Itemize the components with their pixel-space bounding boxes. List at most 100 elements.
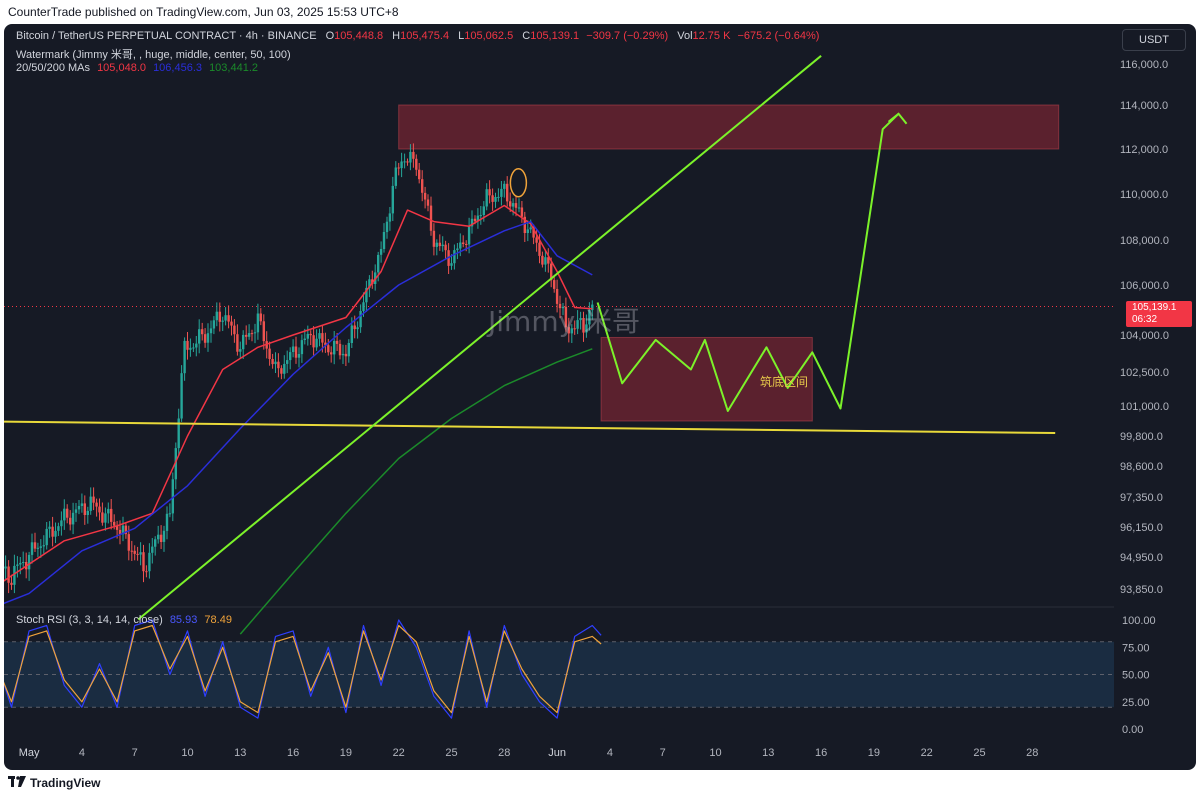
time-axis-label: 7 [660, 747, 666, 759]
candle-body [19, 562, 22, 565]
candle-body [198, 329, 201, 344]
candle-body [218, 311, 221, 322]
candle-body [101, 512, 104, 523]
time-axis-label: 28 [498, 747, 510, 759]
candle-body [368, 279, 371, 288]
close-label: C [522, 30, 531, 42]
time-axis-label: 25 [973, 747, 985, 759]
low-value: 105,062.5 [464, 30, 514, 42]
high-label: H [392, 30, 401, 42]
candle-body [344, 353, 348, 357]
candle-body [162, 530, 166, 542]
candle-body [365, 287, 368, 303]
candle-body [309, 333, 312, 336]
candle-body [136, 553, 139, 555]
candle-body [195, 343, 198, 348]
time-axis-label: 19 [340, 747, 352, 759]
candle-body [400, 161, 403, 169]
currency-button[interactable]: USDT [1122, 29, 1186, 51]
accumulation-zone [600, 336, 813, 422]
candle-body [80, 503, 84, 506]
time-axis-label: 10 [709, 747, 721, 759]
candle-body [511, 203, 515, 207]
candle-body [113, 521, 116, 526]
ma50-value: 106,456.3 [153, 62, 202, 74]
candle-body [450, 263, 453, 266]
candle-body [256, 313, 260, 333]
candle-body [467, 226, 471, 245]
candle-body [333, 340, 336, 355]
price-axis-label: 98,600.0 [1120, 461, 1163, 473]
candle-body [157, 534, 160, 540]
candle-body [394, 167, 397, 186]
candle-body [227, 315, 230, 322]
candle-body [500, 188, 503, 197]
candle-body [297, 354, 301, 358]
candle-body [520, 207, 524, 217]
candle-body [412, 151, 415, 159]
candle-body [418, 169, 421, 180]
candle-body [473, 218, 477, 222]
projection-arrowhead [887, 112, 908, 125]
candle-body [291, 346, 295, 352]
candle-body [503, 183, 506, 189]
candle-body [174, 448, 177, 480]
stoch-rsi-axis-label: 50.00 [1122, 670, 1150, 682]
candle-body [397, 167, 400, 169]
candle-body [33, 542, 37, 549]
time-axis-label: 22 [921, 747, 933, 759]
stoch-rsi-axis-label: 0.00 [1122, 724, 1143, 736]
candle-body [535, 237, 538, 243]
open-label: O [325, 30, 335, 42]
candle-body [36, 547, 40, 549]
projection-path [596, 113, 900, 412]
candle-body [206, 333, 210, 343]
chart-panel[interactable]: 116,000.0 114,000.0 112,000.0 110,000.0 108,… [4, 24, 1196, 770]
candle-body [253, 332, 257, 334]
candle-body [201, 329, 204, 335]
candle-body [303, 338, 306, 340]
candle-body [203, 334, 207, 343]
candle-body [529, 227, 532, 230]
candle-body [250, 333, 254, 335]
ma200-value: 103,441.2 [209, 62, 258, 74]
candle-body [359, 311, 362, 328]
candle-body [456, 248, 459, 251]
candle-body [280, 368, 283, 374]
candle-body [388, 213, 392, 222]
candle-body [39, 546, 42, 548]
price-axis-label: 96,150.0 [1120, 522, 1163, 534]
candle-body [312, 335, 315, 348]
publisher-bar: CounterTrade published on TradingView.co… [0, 0, 1200, 24]
candle-body [247, 333, 251, 337]
candle-body [89, 496, 92, 511]
stoch-rsi-label: Stoch RSI (3, 3, 14, 14, close) [16, 614, 163, 626]
chart-canvas[interactable]: 116,000.0 114,000.0 112,000.0 110,000.0 108,… [4, 24, 1196, 770]
candle-body [4, 566, 7, 569]
candle-body [27, 554, 31, 570]
time-axis-label: 22 [393, 747, 405, 759]
candle-body [215, 311, 218, 321]
candle-body [491, 195, 494, 202]
candle-body [145, 571, 148, 573]
candle-body [151, 546, 154, 553]
candle-body [485, 189, 488, 207]
candle-body [324, 342, 327, 346]
candle-body [576, 320, 579, 329]
candle-body [69, 517, 72, 525]
candle-body [277, 361, 280, 369]
candle-body [63, 508, 66, 521]
candle-body [16, 564, 19, 566]
volume-label: Vol [677, 30, 693, 42]
candle-body [415, 158, 418, 170]
price-axis-label: 93,850.0 [1120, 584, 1163, 596]
candle-body [391, 185, 394, 214]
low-label: L [458, 30, 465, 42]
candle-body [362, 302, 365, 311]
candle-body [30, 542, 34, 555]
candle-body [262, 321, 265, 342]
candle-body [139, 552, 142, 555]
candle-body [42, 545, 45, 547]
candle-body [494, 197, 497, 202]
candle-body [338, 343, 342, 356]
